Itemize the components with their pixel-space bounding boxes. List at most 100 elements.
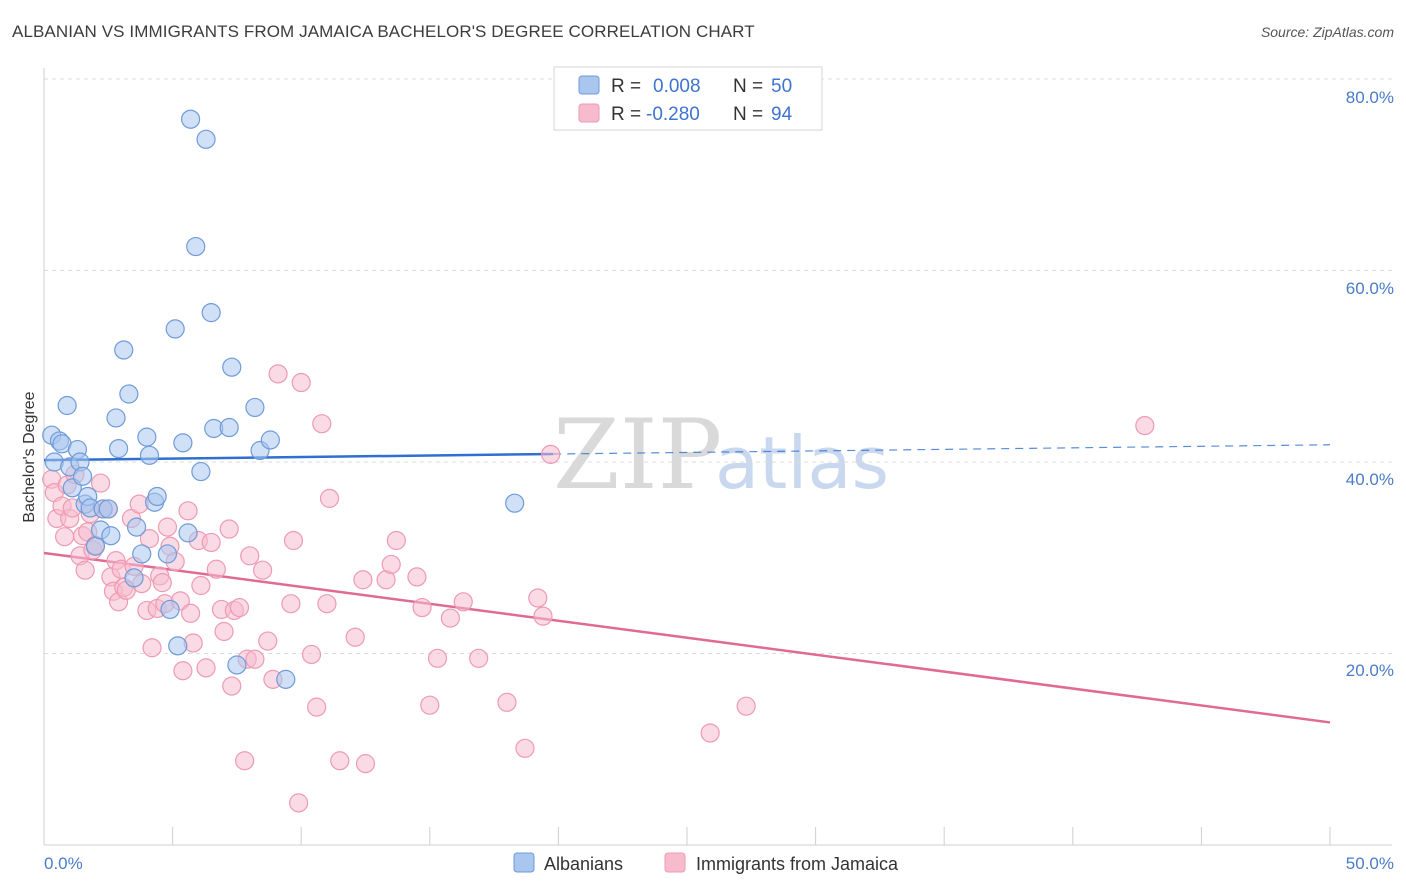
jamaica-point-41 <box>173 661 193 681</box>
gridlines <box>44 78 1392 654</box>
jamaica-point-75 <box>353 570 373 590</box>
legend-r-value-1: 0.008 <box>653 76 701 97</box>
jamaica-point-82 <box>420 695 440 715</box>
albanian-point-20 <box>114 340 134 360</box>
albanian-point-35 <box>181 109 201 129</box>
jamaica-point-65 <box>283 530 304 551</box>
legend-n-label-2: N = <box>733 104 763 125</box>
trend-lines <box>43 444 1331 724</box>
legend-swatch-jamaica <box>578 103 600 123</box>
jamaica-point-70 <box>312 414 332 434</box>
watermark-atlas: atlas <box>715 421 889 505</box>
jamaica-point-55 <box>229 597 250 618</box>
y-tick-label-20: 20.0% <box>1346 661 1394 680</box>
jamaica-point-87 <box>497 692 517 712</box>
watermark-zip: ZIP <box>553 399 722 511</box>
jamaica-point-90 <box>533 606 553 626</box>
jamaica-point-88 <box>515 738 535 758</box>
y-axis-label: Bachelor's Degree <box>21 391 38 522</box>
albanian-point-31 <box>165 319 185 339</box>
albanian-point-13 <box>85 536 106 556</box>
albanian-point-30 <box>160 599 180 620</box>
albanian-point-32 <box>168 636 188 656</box>
x-tick-label-min: 0.0% <box>44 854 83 873</box>
jamaica-point-46 <box>191 575 211 596</box>
jamaica-point-52 <box>219 519 239 539</box>
albanian-point-41 <box>219 417 239 438</box>
jamaica-point-83 <box>427 648 448 668</box>
albanian-point-25 <box>137 427 157 447</box>
jamaica-point-51 <box>214 621 234 642</box>
legend-r-label-2: R = <box>611 104 641 125</box>
jamaica-point-80 <box>407 567 427 587</box>
bottom-legend-label-albanians: Albanians <box>544 854 623 874</box>
bottom-legend-swatch-albanians <box>513 852 535 873</box>
data-points <box>42 109 1155 813</box>
jamaica-point-74 <box>345 627 365 647</box>
albanian-point-23 <box>126 517 147 537</box>
jamaica-point-64 <box>281 594 301 614</box>
jamaica-point-32 <box>142 638 162 658</box>
albanian-point-24 <box>132 544 152 564</box>
chart-title: ALBANIAN VS IMMIGRANTS FROM JAMAICA BACH… <box>12 22 755 41</box>
albanian-point-9 <box>72 466 93 486</box>
jamaica-point-68 <box>301 644 322 665</box>
albanian-point-18 <box>106 408 126 428</box>
jamaica-point-94 <box>1135 416 1155 436</box>
albanian-point-48 <box>505 493 525 513</box>
albanian-point-34 <box>178 523 198 543</box>
jamaica-point-92 <box>700 723 720 743</box>
legend-r-label-1: R = <box>611 76 641 97</box>
albanian-point-22 <box>124 568 144 588</box>
albanian-point-47 <box>276 669 296 689</box>
jamaica-point-42 <box>178 501 198 521</box>
jamaica-trend-line <box>43 551 1331 724</box>
jamaica-point-85 <box>453 592 473 612</box>
albanian-point-46 <box>260 430 280 450</box>
jamaica-point-93 <box>736 696 756 716</box>
albanian-point-28 <box>147 486 167 507</box>
source-credit: Source: ZipAtlas.com <box>1260 24 1394 40</box>
albanian-point-4 <box>57 395 77 416</box>
albanian-trend-extension <box>553 444 1331 455</box>
jamaica-point-91 <box>541 444 561 464</box>
albanian-point-36 <box>186 236 206 257</box>
jamaica-point-79 <box>386 530 406 551</box>
jamaica-point-81 <box>412 597 432 618</box>
jamaica-point-11 <box>75 560 95 580</box>
jamaica-point-71 <box>317 594 337 614</box>
y-tick-label-40: 40.0% <box>1346 470 1394 489</box>
x-tick-label-max: 50.0% <box>1346 854 1394 873</box>
jamaica-point-47 <box>196 658 216 678</box>
jamaica-point-60 <box>253 560 273 580</box>
albanian-point-16 <box>98 499 118 519</box>
jamaica-point-66 <box>289 793 309 813</box>
albanian-point-17 <box>101 526 121 546</box>
jamaica-point-53 <box>222 676 242 696</box>
jamaica-point-67 <box>291 372 311 393</box>
albanian-point-21 <box>119 384 139 404</box>
jamaica-point-73 <box>330 751 350 771</box>
jamaica-point-56 <box>235 751 255 771</box>
jamaica-point-76 <box>355 754 376 774</box>
y-tick-label-60: 60.0% <box>1346 279 1394 298</box>
jamaica-point-31 <box>139 528 160 549</box>
jamaica-point-4 <box>54 527 75 547</box>
albanian-point-29 <box>157 544 178 564</box>
jamaica-point-86 <box>469 648 489 668</box>
axes <box>43 68 1392 846</box>
jamaica-point-48 <box>201 532 221 553</box>
jamaica-point-84 <box>440 608 460 628</box>
jamaica-point-69 <box>307 697 327 717</box>
jamaica-point-59 <box>245 649 265 669</box>
legend-r-value-2: -0.280 <box>646 104 700 125</box>
jamaica-point-35 <box>152 573 172 593</box>
bottom-legend-label-jamaica: Immigrants from Jamaica <box>696 854 899 874</box>
jamaica-point-61 <box>258 631 278 651</box>
jamaica-point-78 <box>381 554 401 575</box>
albanian-point-42 <box>222 357 242 377</box>
albanian-point-26 <box>139 445 160 465</box>
albanian-point-39 <box>201 303 221 323</box>
albanian-point-33 <box>173 433 193 453</box>
